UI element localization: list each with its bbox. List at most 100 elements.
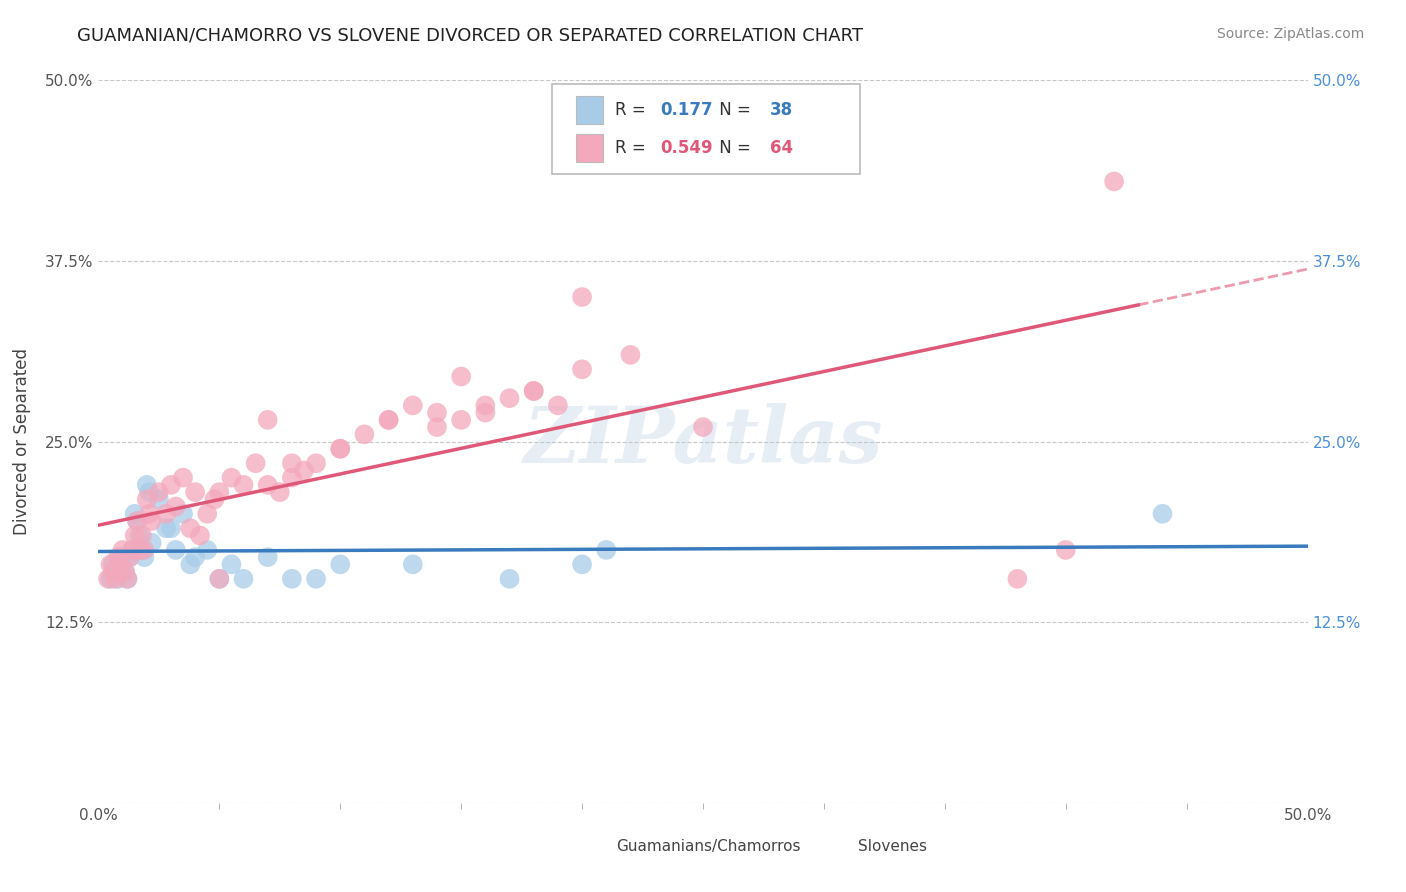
Text: 38: 38 — [769, 101, 793, 119]
Text: 0.549: 0.549 — [661, 139, 713, 157]
Text: GUAMANIAN/CHAMORRO VS SLOVENE DIVORCED OR SEPARATED CORRELATION CHART: GUAMANIAN/CHAMORRO VS SLOVENE DIVORCED O… — [77, 27, 863, 45]
Point — [377, 413, 399, 427]
Text: Guamanians/Chamorros: Guamanians/Chamorros — [616, 838, 800, 854]
Point — [195, 542, 218, 557]
FancyBboxPatch shape — [576, 135, 603, 161]
Point — [188, 528, 211, 542]
Point — [221, 558, 243, 572]
Point — [155, 507, 177, 521]
Point — [108, 558, 131, 572]
Point — [256, 413, 278, 427]
Point — [104, 565, 127, 579]
Point — [179, 521, 201, 535]
Point — [619, 348, 641, 362]
Point — [121, 542, 143, 557]
Point — [305, 572, 328, 586]
Point — [1054, 542, 1077, 557]
Point — [208, 572, 231, 586]
Point — [118, 550, 141, 565]
Point — [305, 456, 328, 470]
Point — [329, 558, 352, 572]
Text: R =: R = — [614, 101, 651, 119]
Point — [148, 492, 170, 507]
Point — [232, 572, 254, 586]
Point — [117, 572, 139, 586]
Point — [281, 470, 304, 484]
FancyBboxPatch shape — [824, 833, 851, 858]
Point — [141, 535, 163, 549]
Point — [104, 572, 127, 586]
Point — [1007, 572, 1029, 586]
FancyBboxPatch shape — [576, 96, 603, 124]
Point — [134, 542, 156, 557]
Point — [208, 485, 231, 500]
Point — [571, 362, 593, 376]
Point — [138, 485, 160, 500]
Point — [595, 542, 617, 557]
FancyBboxPatch shape — [551, 84, 860, 174]
Point — [128, 528, 150, 542]
Text: R =: R = — [614, 139, 651, 157]
Point — [107, 572, 129, 586]
Point — [121, 542, 143, 557]
Point — [135, 492, 157, 507]
Point — [245, 456, 267, 470]
Point — [292, 463, 315, 477]
Point — [131, 542, 153, 557]
Point — [114, 565, 136, 579]
Point — [101, 565, 124, 579]
Point — [141, 514, 163, 528]
Point — [148, 485, 170, 500]
Point — [184, 485, 207, 500]
Point — [124, 507, 146, 521]
Point — [114, 565, 136, 579]
Point — [523, 384, 546, 398]
Point — [100, 572, 122, 586]
Point — [232, 478, 254, 492]
Point — [108, 550, 131, 565]
Point — [138, 507, 160, 521]
Point — [281, 572, 304, 586]
Point — [111, 542, 134, 557]
Point — [571, 290, 593, 304]
Point — [353, 427, 375, 442]
Point — [474, 398, 496, 412]
Point — [450, 369, 472, 384]
FancyBboxPatch shape — [582, 833, 609, 858]
Point — [281, 456, 304, 470]
Point — [426, 420, 449, 434]
Point — [107, 550, 129, 565]
Point — [692, 420, 714, 434]
Point — [100, 558, 122, 572]
Point — [377, 413, 399, 427]
Point — [571, 558, 593, 572]
Point — [523, 384, 546, 398]
Point — [155, 521, 177, 535]
Point — [1102, 174, 1125, 188]
Point — [329, 442, 352, 456]
Point — [402, 398, 425, 412]
Point — [474, 406, 496, 420]
Text: 0.177: 0.177 — [661, 101, 713, 119]
Point — [221, 470, 243, 484]
Point — [97, 572, 120, 586]
Point — [117, 572, 139, 586]
Point — [498, 391, 520, 405]
Point — [195, 507, 218, 521]
Point — [426, 406, 449, 420]
Point — [127, 514, 149, 528]
Point — [101, 558, 124, 572]
Point — [256, 550, 278, 565]
Point — [165, 500, 187, 514]
Point — [329, 442, 352, 456]
Text: N =: N = — [714, 101, 756, 119]
Point — [127, 514, 149, 528]
Point — [547, 398, 569, 412]
Point — [269, 485, 291, 500]
Point — [135, 478, 157, 492]
Text: 64: 64 — [769, 139, 793, 157]
Text: Source: ZipAtlas.com: Source: ZipAtlas.com — [1216, 27, 1364, 41]
Text: ZIPatlas: ZIPatlas — [523, 403, 883, 480]
Point — [1152, 507, 1174, 521]
Point — [256, 478, 278, 492]
